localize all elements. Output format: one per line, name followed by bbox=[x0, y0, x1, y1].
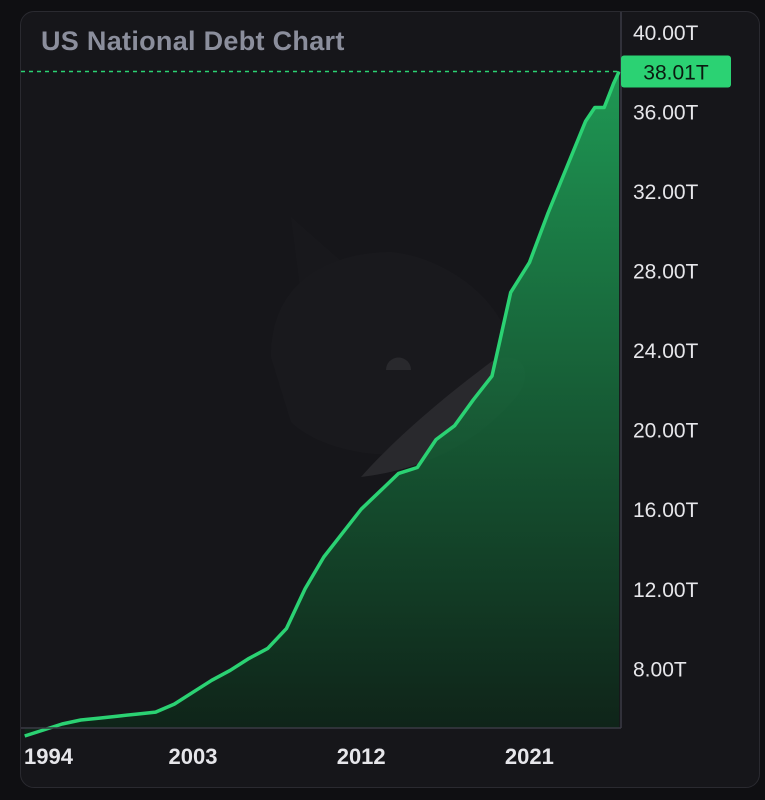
debt-area-fill bbox=[24, 71, 620, 736]
y-tick-label: 40.00T bbox=[633, 22, 699, 45]
x-tick-label: 2003 bbox=[168, 744, 217, 769]
x-tick-label: 2012 bbox=[337, 744, 386, 769]
debt-series-line bbox=[24, 70, 621, 738]
y-tick-label: 8.00T bbox=[633, 658, 687, 681]
y-tick-label: 16.00T bbox=[633, 499, 699, 522]
x-tick-label: 2021 bbox=[505, 744, 554, 769]
chart-title: US National Debt Chart bbox=[41, 26, 345, 56]
chart-card: US National Debt Chart 8.00T 12.00T 16.00T… bbox=[20, 11, 760, 788]
current-value-label: 38.01T bbox=[643, 61, 709, 84]
y-tick-label: 24.00T bbox=[633, 340, 699, 363]
y-tick-label: 20.00T bbox=[633, 420, 699, 443]
x-tick-label: 1994 bbox=[24, 744, 74, 769]
current-value-badge bbox=[621, 55, 731, 88]
y-tick-label: 36.00T bbox=[633, 101, 699, 124]
debt-area-chart: 8.00T 12.00T 16.00T 20.00T 24.00T 28.00T 32.00… bbox=[21, 12, 731, 769]
y-tick-label: 32.00T bbox=[633, 181, 699, 204]
y-tick-label: 12.00T bbox=[633, 579, 699, 602]
y-tick-label: 28.00T bbox=[633, 261, 699, 284]
